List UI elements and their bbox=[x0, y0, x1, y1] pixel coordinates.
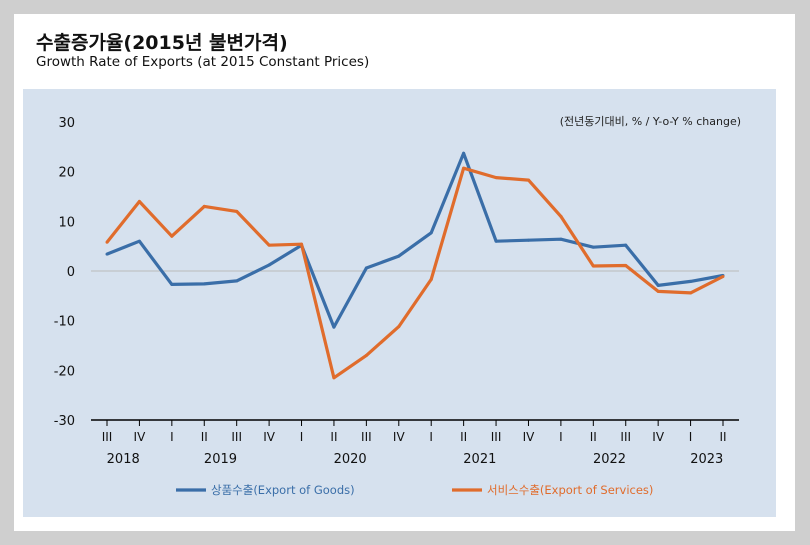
data-point-1 bbox=[526, 178, 530, 182]
plot-area: (전년동기대비, % / Y-o-Y % change) 30 20 10 0 -10 -… bbox=[23, 89, 776, 517]
data-point-1 bbox=[494, 176, 498, 180]
year-label: 2019 bbox=[204, 452, 237, 467]
data-point-1 bbox=[332, 376, 336, 380]
x-tick-label: I bbox=[170, 430, 174, 444]
chart-title: 수출증가율(2015년 불변가격) bbox=[36, 32, 288, 54]
data-point-0 bbox=[624, 243, 628, 247]
data-point-0 bbox=[526, 238, 530, 242]
x-tick-label: IV bbox=[523, 430, 536, 444]
y-tick-label: 30 bbox=[58, 116, 75, 131]
data-point-0 bbox=[494, 239, 498, 243]
data-point-1 bbox=[137, 199, 141, 203]
data-point-1 bbox=[559, 214, 563, 218]
x-tick-label: II bbox=[330, 430, 337, 444]
data-point-0 bbox=[462, 151, 466, 155]
chart-card: 수출증가율(2015년 불변가격) Growth Rate of Exports… bbox=[14, 14, 795, 531]
x-tick-label: III bbox=[620, 430, 631, 444]
y-tick-label: -10 bbox=[54, 315, 75, 330]
x-tick-label: III bbox=[102, 430, 113, 444]
series-line-0 bbox=[106, 151, 724, 329]
x-tick-label: II bbox=[460, 430, 467, 444]
chart-subtitle: Growth Rate of Exports (at 2015 Constant… bbox=[36, 54, 370, 70]
data-point-1 bbox=[364, 353, 368, 357]
data-point-0 bbox=[559, 237, 563, 241]
data-point-0 bbox=[105, 252, 109, 256]
data-point-1 bbox=[656, 289, 660, 293]
data-point-0 bbox=[397, 254, 401, 258]
legend-label-0: 상품수출(Export of Goods) bbox=[211, 483, 355, 497]
x-tick-label: III bbox=[231, 430, 242, 444]
data-point-1 bbox=[105, 240, 109, 244]
data-point-1 bbox=[462, 166, 466, 170]
y-tick-label: 20 bbox=[58, 166, 75, 181]
data-point-1 bbox=[624, 264, 628, 268]
data-point-0 bbox=[267, 263, 271, 267]
data-point-1 bbox=[235, 209, 239, 213]
data-point-0 bbox=[656, 283, 660, 287]
line-chart: (전년동기대비, % / Y-o-Y % change) 30 20 10 0 -10 -… bbox=[54, 115, 741, 497]
data-point-1 bbox=[591, 264, 595, 268]
legend-label-1: 서비스수출(Export of Services) bbox=[487, 483, 653, 497]
data-point-1 bbox=[397, 325, 401, 329]
x-tick-label: I bbox=[559, 430, 563, 444]
x-tick-label: I bbox=[429, 430, 433, 444]
data-point-1 bbox=[721, 274, 725, 278]
x-tick-label: III bbox=[491, 430, 502, 444]
unit-note: (전년동기대비, % / Y-o-Y % change) bbox=[560, 115, 741, 128]
x-tick-label: II bbox=[590, 430, 597, 444]
year-label: 2018 bbox=[107, 452, 140, 467]
data-point-0 bbox=[332, 325, 336, 329]
x-tick-label: IV bbox=[134, 430, 147, 444]
data-point-0 bbox=[364, 266, 368, 270]
x-tick-label: I bbox=[689, 430, 693, 444]
data-point-0 bbox=[235, 279, 239, 283]
y-tick-label: -30 bbox=[54, 414, 75, 429]
data-point-1 bbox=[300, 242, 304, 246]
data-point-1 bbox=[689, 291, 693, 295]
data-point-1 bbox=[429, 277, 433, 281]
data-point-0 bbox=[170, 282, 174, 286]
x-tick-label: III bbox=[361, 430, 372, 444]
data-point-1 bbox=[267, 243, 271, 247]
data-point-0 bbox=[137, 239, 141, 243]
year-label: 2020 bbox=[334, 452, 367, 467]
data-point-0 bbox=[202, 282, 206, 286]
x-tick-label: II bbox=[719, 430, 726, 444]
data-point-1 bbox=[170, 234, 174, 238]
x-tick-label: II bbox=[201, 430, 208, 444]
y-tick-label: 0 bbox=[67, 265, 75, 280]
x-tick-label: IV bbox=[263, 430, 276, 444]
x-tick-label: IV bbox=[393, 430, 406, 444]
data-point-0 bbox=[429, 231, 433, 235]
data-point-0 bbox=[591, 245, 595, 249]
y-tick-label: -20 bbox=[54, 364, 75, 379]
y-tick-label: 10 bbox=[58, 215, 75, 230]
year-label: 2023 bbox=[690, 452, 723, 467]
x-tick-label: IV bbox=[652, 430, 665, 444]
series-line-1 bbox=[105, 166, 724, 380]
year-label: 2021 bbox=[463, 452, 496, 467]
data-point-1 bbox=[202, 204, 206, 208]
year-label: 2022 bbox=[593, 452, 626, 467]
data-point-0 bbox=[689, 279, 693, 283]
x-tick-label: I bbox=[300, 430, 304, 444]
